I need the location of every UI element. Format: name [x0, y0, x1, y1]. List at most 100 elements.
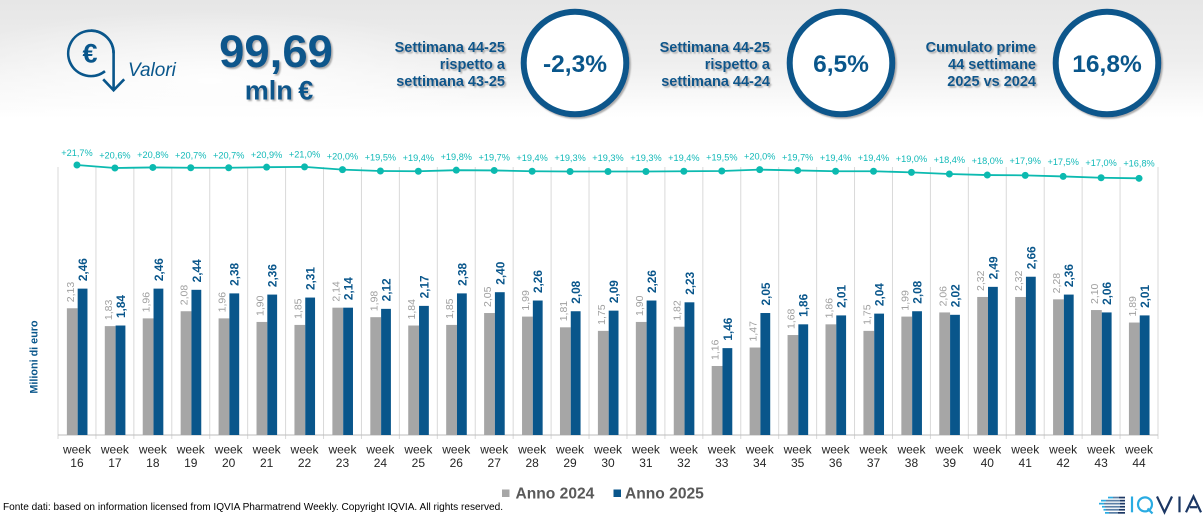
svg-text:21: 21 — [260, 456, 274, 470]
svg-text:34: 34 — [753, 456, 767, 470]
svg-text:2,36: 2,36 — [1062, 264, 1076, 287]
svg-text:25: 25 — [412, 456, 426, 470]
svg-text:30: 30 — [601, 456, 615, 470]
svg-text:+21,0%: +21,0% — [289, 150, 320, 160]
svg-text:Anno 2024: Anno 2024 — [516, 486, 595, 503]
svg-text:2,13: 2,13 — [65, 282, 77, 303]
svg-text:16,8%: 16,8% — [1072, 51, 1142, 78]
svg-text:+20,6%: +20,6% — [99, 150, 130, 160]
svg-text:26: 26 — [450, 456, 464, 470]
svg-text:2,12: 2,12 — [379, 278, 393, 301]
svg-text:week: week — [517, 443, 547, 457]
svg-text:1,85: 1,85 — [444, 298, 456, 319]
svg-text:33: 33 — [715, 456, 729, 470]
svg-text:+20,7%: +20,7% — [213, 150, 244, 160]
svg-text:2,06: 2,06 — [937, 286, 949, 307]
svg-text:2,01: 2,01 — [1138, 285, 1152, 308]
svg-text:41: 41 — [1019, 456, 1033, 470]
svg-text:+17,0%: +17,0% — [1085, 158, 1116, 168]
svg-text:mln €: mln € — [245, 76, 313, 106]
svg-text:1,84: 1,84 — [114, 295, 128, 318]
svg-text:1,84: 1,84 — [406, 299, 418, 320]
svg-text:week: week — [441, 443, 471, 457]
svg-text:-2,3%: -2,3% — [543, 51, 607, 78]
svg-text:2,14: 2,14 — [342, 277, 356, 300]
svg-text:+19,4%: +19,4% — [516, 153, 547, 163]
svg-text:week: week — [1124, 443, 1154, 457]
svg-text:2,26: 2,26 — [531, 270, 545, 293]
svg-text:1,81: 1,81 — [558, 301, 570, 322]
svg-text:1,47: 1,47 — [748, 321, 760, 342]
svg-text:2,32: 2,32 — [975, 270, 987, 291]
svg-text:16: 16 — [70, 456, 84, 470]
svg-text:2,26: 2,26 — [645, 270, 659, 293]
svg-text:week: week — [1010, 443, 1040, 457]
svg-text:week: week — [365, 443, 395, 457]
svg-text:+19,4%: +19,4% — [820, 153, 851, 163]
svg-text:week: week — [669, 443, 699, 457]
svg-text:week: week — [896, 443, 926, 457]
svg-text:+16,8%: +16,8% — [1123, 158, 1154, 168]
svg-text:1,98: 1,98 — [368, 291, 380, 312]
svg-text:Fonte dati: based on informati: Fonte dati: based on information license… — [3, 502, 503, 513]
svg-text:35: 35 — [791, 456, 805, 470]
svg-text:+19,3%: +19,3% — [554, 153, 585, 163]
svg-text:18: 18 — [146, 456, 160, 470]
svg-text:1,96: 1,96 — [141, 292, 153, 313]
svg-text:rispetto a: rispetto a — [440, 57, 506, 73]
svg-text:+20,0%: +20,0% — [744, 152, 775, 162]
svg-text:+20,7%: +20,7% — [175, 150, 206, 160]
svg-text:44 settimane: 44 settimane — [948, 57, 1036, 73]
svg-text:2,06: 2,06 — [1100, 282, 1114, 305]
svg-text:+19,5%: +19,5% — [706, 153, 737, 163]
svg-text:week: week — [631, 443, 661, 457]
svg-text:rispetto a: rispetto a — [705, 57, 771, 73]
svg-text:2,32: 2,32 — [1013, 270, 1025, 291]
svg-text:+19,3%: +19,3% — [592, 153, 623, 163]
svg-text:+20,0%: +20,0% — [327, 152, 358, 162]
svg-text:week: week — [783, 443, 813, 457]
svg-text:19: 19 — [184, 456, 198, 470]
svg-text:1,82: 1,82 — [672, 300, 684, 321]
svg-text:week: week — [821, 443, 851, 457]
svg-text:+20,9%: +20,9% — [251, 150, 282, 160]
svg-text:+20,8%: +20,8% — [137, 150, 168, 160]
svg-text:1,16: 1,16 — [710, 339, 722, 360]
svg-text:17: 17 — [108, 456, 122, 470]
svg-text:week: week — [214, 443, 244, 457]
svg-text:28: 28 — [525, 456, 539, 470]
svg-text:settimana 44-24: settimana 44-24 — [661, 74, 770, 90]
svg-text:43: 43 — [1094, 456, 1108, 470]
svg-text:1,96: 1,96 — [217, 292, 229, 313]
svg-text:week: week — [859, 443, 889, 457]
svg-text:2,31: 2,31 — [304, 267, 318, 290]
svg-text:1,99: 1,99 — [899, 290, 911, 311]
svg-text:44: 44 — [1132, 456, 1146, 470]
svg-text:39: 39 — [943, 456, 957, 470]
svg-text:week: week — [252, 443, 282, 457]
svg-text:week: week — [403, 443, 433, 457]
svg-text:week: week — [1048, 443, 1078, 457]
svg-text:+19,8%: +19,8% — [441, 152, 472, 162]
svg-text:week: week — [745, 443, 775, 457]
svg-text:2,05: 2,05 — [759, 282, 773, 305]
svg-text:2,02: 2,02 — [948, 284, 962, 307]
svg-text:1,86: 1,86 — [823, 298, 835, 319]
svg-text:2025 vs 2024: 2025 vs 2024 — [947, 74, 1036, 90]
svg-text:Milioni di euro: Milioni di euro — [29, 320, 41, 394]
svg-text:2,38: 2,38 — [455, 262, 469, 285]
svg-text:22: 22 — [298, 456, 312, 470]
svg-text:1,75: 1,75 — [596, 304, 608, 325]
svg-text:24: 24 — [374, 456, 388, 470]
svg-text:week: week — [934, 443, 964, 457]
svg-text:2,01: 2,01 — [835, 285, 849, 308]
svg-text:1,89: 1,89 — [1127, 296, 1139, 317]
svg-text:31: 31 — [639, 456, 653, 470]
svg-text:+17,5%: +17,5% — [1047, 157, 1078, 167]
svg-text:Settimana 44-25: Settimana 44-25 — [395, 40, 505, 56]
svg-text:2,09: 2,09 — [607, 280, 621, 303]
svg-text:settimana 43-25: settimana 43-25 — [396, 74, 505, 90]
svg-text:+19,3%: +19,3% — [630, 153, 661, 163]
svg-text:1,90: 1,90 — [254, 295, 266, 316]
svg-text:week: week — [138, 443, 168, 457]
